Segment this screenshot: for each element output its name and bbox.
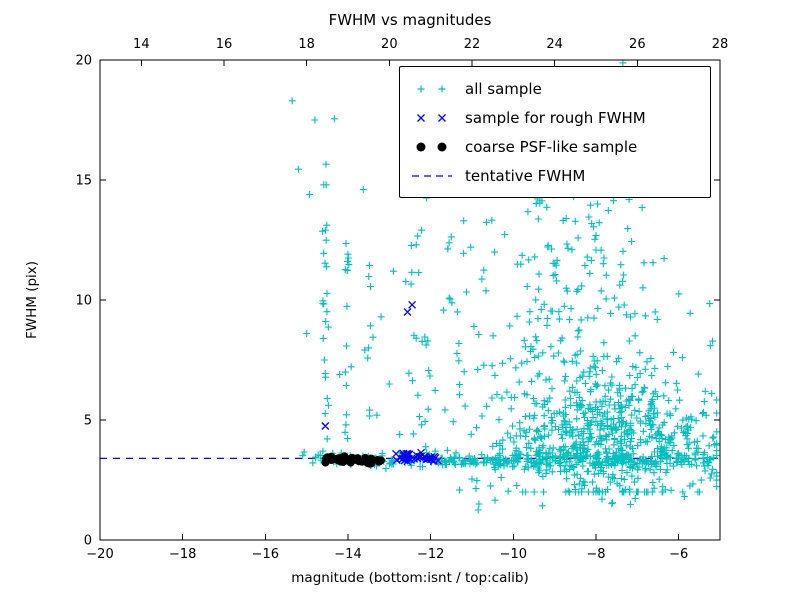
svg-text:24: 24: [546, 37, 563, 52]
svg-text:10: 10: [75, 294, 92, 309]
x-marker-icon: [417, 113, 446, 122]
y-axis-label: FWHM (pix): [24, 261, 40, 339]
svg-text:−18: −18: [169, 547, 196, 562]
svg-text:16: 16: [216, 37, 233, 52]
axes: −20 −18 −16 −14 −12 −10 −8 −6 14 16 18 20 22 24 26 28 0 5…: [75, 37, 728, 562]
svg-text:−14: −14: [334, 547, 361, 562]
svg-text:28: 28: [712, 37, 729, 52]
legend-item-rough-fwhm: sample for rough FWHM: [409, 103, 701, 132]
plus-marker-icon: [417, 85, 446, 92]
chart-title: FWHM vs magnitudes: [329, 11, 492, 29]
legend-item-coarse-psf: coarse PSF-like sample: [409, 132, 701, 161]
data-markers: [100, 59, 721, 514]
svg-text:−16: −16: [252, 547, 279, 562]
axes-frame: [99, 59, 721, 541]
svg-text:−20: −20: [86, 547, 113, 562]
legend-label: tentative FWHM: [465, 166, 586, 185]
legend-label: sample for rough FWHM: [465, 108, 646, 127]
svg-text:−8: −8: [586, 547, 605, 562]
svg-text:5: 5: [84, 414, 92, 429]
legend-label: coarse PSF-like sample: [465, 137, 638, 156]
svg-text:−10: −10: [500, 547, 527, 562]
svg-text:26: 26: [629, 37, 646, 52]
svg-text:20: 20: [75, 54, 92, 69]
x-axis-label: magnitude (bottom:isnt / top:calib): [291, 570, 528, 586]
legend: all sample sample for rough FWHM coarse …: [399, 66, 711, 198]
svg-text:20: 20: [381, 37, 398, 52]
dashed-line-icon: [412, 174, 452, 177]
dot-marker-icon: [416, 142, 447, 151]
legend-item-all-sample: all sample: [409, 74, 701, 103]
svg-text:−12: −12: [417, 547, 444, 562]
legend-label: all sample: [465, 79, 542, 98]
svg-text:−6: −6: [669, 547, 688, 562]
svg-text:14: 14: [133, 37, 150, 52]
legend-item-tentative-fwhm: tentative FWHM: [409, 161, 701, 190]
svg-text:22: 22: [464, 37, 481, 52]
svg-text:18: 18: [298, 37, 315, 52]
svg-text:0: 0: [84, 534, 92, 549]
svg-text:15: 15: [75, 174, 92, 189]
